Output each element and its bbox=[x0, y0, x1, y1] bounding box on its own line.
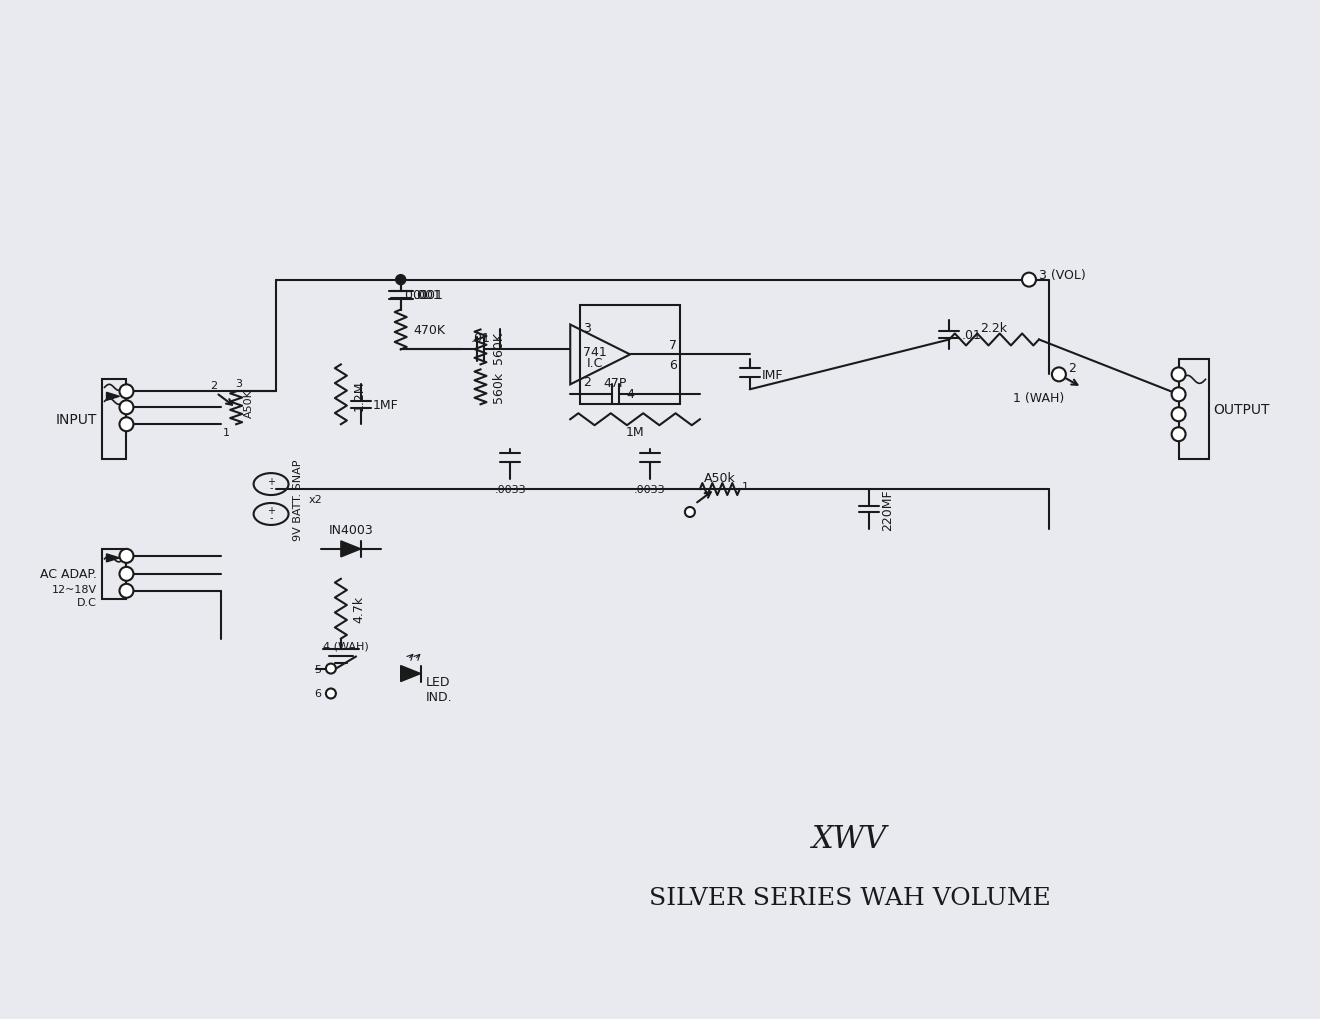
Text: 2: 2 bbox=[210, 380, 216, 390]
Text: XWV: XWV bbox=[812, 822, 887, 854]
Text: .01: .01 bbox=[470, 331, 491, 344]
Text: +: + bbox=[267, 506, 275, 516]
Text: 4: 4 bbox=[626, 388, 634, 400]
Text: 2.2k: 2.2k bbox=[981, 322, 1007, 334]
Circle shape bbox=[120, 549, 133, 564]
Text: 560k: 560k bbox=[492, 372, 506, 403]
Circle shape bbox=[1052, 368, 1065, 382]
Circle shape bbox=[1172, 368, 1185, 382]
Text: 470K: 470K bbox=[413, 324, 446, 336]
Text: 9V BATT. SNAP: 9V BATT. SNAP bbox=[293, 459, 304, 540]
Text: 5: 5 bbox=[314, 664, 321, 674]
Polygon shape bbox=[107, 554, 120, 562]
Text: 1 (WAH): 1 (WAH) bbox=[1012, 391, 1064, 405]
Text: 1MF: 1MF bbox=[372, 398, 399, 412]
Text: IMF: IMF bbox=[762, 369, 783, 381]
Text: I.C: I.C bbox=[587, 357, 603, 370]
Text: 4 (WAH): 4 (WAH) bbox=[323, 641, 368, 651]
Bar bbox=[102, 549, 127, 599]
Text: .01: .01 bbox=[961, 329, 981, 341]
Text: -: - bbox=[269, 513, 273, 523]
Text: 12~18V: 12~18V bbox=[51, 584, 96, 594]
Circle shape bbox=[1022, 273, 1036, 287]
Circle shape bbox=[1172, 388, 1185, 401]
Text: +: + bbox=[267, 476, 275, 486]
Circle shape bbox=[326, 664, 335, 674]
Bar bbox=[102, 380, 127, 460]
Text: 3: 3 bbox=[236, 379, 243, 389]
Text: 2: 2 bbox=[583, 375, 591, 388]
Text: .001: .001 bbox=[416, 288, 444, 302]
Text: SILVER SERIES WAH VOLUME: SILVER SERIES WAH VOLUME bbox=[648, 887, 1051, 910]
Bar bbox=[1179, 360, 1209, 460]
Circle shape bbox=[120, 584, 133, 598]
Text: .001: .001 bbox=[413, 288, 442, 302]
Text: 47P: 47P bbox=[603, 376, 627, 389]
Circle shape bbox=[1172, 428, 1185, 442]
Circle shape bbox=[685, 507, 694, 518]
Circle shape bbox=[120, 400, 133, 415]
Bar bbox=[581, 306, 680, 405]
Text: 2: 2 bbox=[1068, 362, 1076, 375]
Text: 3 (VOL): 3 (VOL) bbox=[1039, 269, 1086, 282]
Text: IN4003: IN4003 bbox=[329, 524, 374, 536]
Polygon shape bbox=[341, 541, 360, 557]
Text: LED
IND.: LED IND. bbox=[425, 675, 453, 703]
Circle shape bbox=[326, 689, 335, 699]
Text: .001: .001 bbox=[401, 288, 429, 302]
Text: .0033: .0033 bbox=[634, 485, 665, 494]
Circle shape bbox=[120, 568, 133, 581]
Circle shape bbox=[396, 275, 405, 285]
Text: 560K: 560K bbox=[492, 331, 506, 364]
Polygon shape bbox=[107, 393, 120, 400]
Text: 1: 1 bbox=[742, 482, 748, 491]
Text: A50k: A50k bbox=[704, 471, 735, 484]
Text: AC ADAP.: AC ADAP. bbox=[40, 568, 96, 581]
Text: 4.7k: 4.7k bbox=[352, 595, 366, 623]
Circle shape bbox=[120, 418, 133, 432]
Text: 1.2M: 1.2M bbox=[352, 380, 366, 411]
Text: 741: 741 bbox=[583, 345, 607, 359]
Text: 220MF: 220MF bbox=[882, 489, 895, 530]
Polygon shape bbox=[401, 666, 421, 682]
Text: D.C: D.C bbox=[77, 597, 96, 607]
Text: A50K: A50K bbox=[244, 389, 255, 418]
Text: OUTPUT: OUTPUT bbox=[1213, 403, 1270, 417]
Text: 1M: 1M bbox=[626, 425, 644, 438]
Text: .0033: .0033 bbox=[495, 485, 527, 494]
Text: 3: 3 bbox=[583, 322, 591, 334]
Text: 6: 6 bbox=[314, 689, 321, 699]
Text: 6: 6 bbox=[669, 359, 677, 372]
Text: x2: x2 bbox=[309, 494, 322, 504]
Circle shape bbox=[1172, 408, 1185, 422]
Circle shape bbox=[120, 385, 133, 398]
Text: INPUT: INPUT bbox=[55, 413, 96, 427]
Text: 7: 7 bbox=[669, 338, 677, 352]
Text: -: - bbox=[269, 483, 273, 493]
Text: 1: 1 bbox=[223, 428, 230, 438]
Text: 2: 2 bbox=[686, 507, 693, 518]
